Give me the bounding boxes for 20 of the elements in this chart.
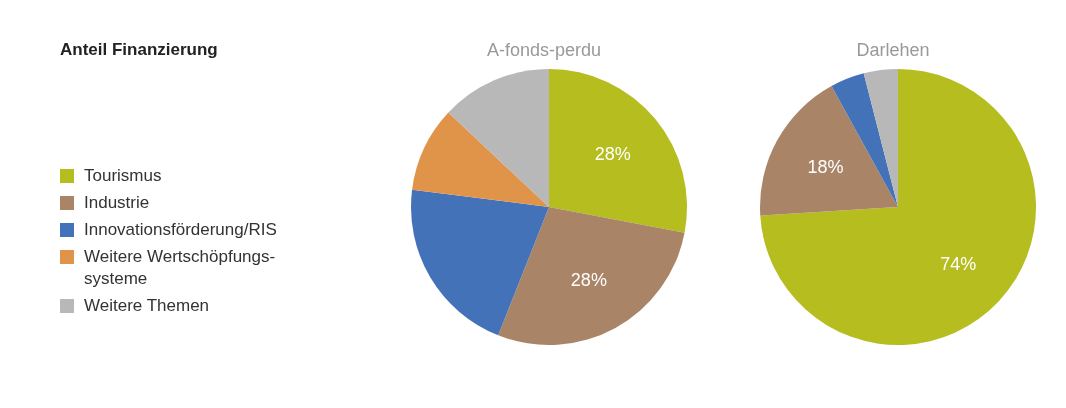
chart-title: A-fonds-perdu xyxy=(485,40,603,62)
legend-title: Anteil Finanzierung xyxy=(60,40,219,60)
data-label: 18% xyxy=(807,157,844,178)
legend-label: Innovationsförderung/RIS xyxy=(84,219,278,241)
pie-slice xyxy=(411,189,549,336)
pie-slice xyxy=(760,69,1036,345)
legend-label: Tourismus xyxy=(84,165,163,187)
pie-slice xyxy=(549,69,687,233)
legend-label: Weitere Wertschöpfungs-systeme xyxy=(84,246,277,290)
pie-slice xyxy=(863,69,898,207)
pie-slice xyxy=(498,207,685,345)
chart-title: Darlehen xyxy=(855,40,931,62)
legend-label: Weitere Themen xyxy=(84,295,211,317)
legend-label: Industrie xyxy=(84,192,151,214)
data-label: 28% xyxy=(594,144,631,165)
data-label: 74% xyxy=(940,253,977,274)
pie-slice xyxy=(760,86,898,216)
data-label: 28% xyxy=(570,269,607,290)
pie-slice xyxy=(448,69,549,207)
pie-slice xyxy=(412,112,549,207)
